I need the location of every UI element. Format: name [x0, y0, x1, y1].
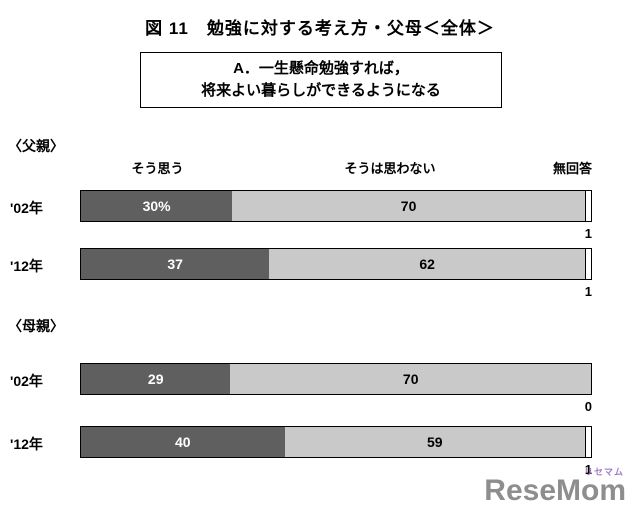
no-answer-value-father-02: 1	[584, 226, 592, 241]
year-label-father-12: '12年	[10, 258, 43, 274]
stacked-bar-mother-02: 29 70	[80, 363, 592, 395]
disagree-value-label: 70	[400, 198, 417, 214]
stacked-bar-father-02: 30% 70	[80, 190, 592, 222]
resemom-logo-ruby: リセマム	[583, 467, 624, 477]
segment-disagree: 59	[284, 427, 585, 457]
segment-no-answer	[584, 427, 591, 457]
segment-agree: 29	[81, 364, 231, 394]
stacked-bar-father-12: 37 62	[80, 248, 592, 280]
disagree-value-label: 62	[419, 256, 435, 272]
resemom-logo: リセマム ReseMom	[484, 467, 626, 508]
legend-agree: そう思う	[131, 161, 184, 176]
agree-value-label: 29	[147, 371, 164, 387]
no-answer-value-mother-12: 1	[584, 462, 592, 477]
segment-agree: 40	[81, 427, 285, 457]
segment-no-answer	[584, 249, 591, 279]
legend-disagree: そうは思わない	[344, 161, 436, 176]
legend-no-answer: 無回答	[552, 161, 592, 176]
group-label-mother: 〈母親〉	[8, 318, 64, 334]
segment-agree: 30%	[81, 191, 233, 221]
statement-box: A．一生懸命勉強すれば， 将来よい暮らしができるようになる	[140, 52, 502, 108]
year-label-mother-02: '02年	[10, 373, 43, 389]
segment-disagree: 70	[232, 191, 585, 221]
disagree-value-label: 70	[402, 371, 419, 387]
group-label-father: 〈父親〉	[8, 138, 64, 154]
year-label-father-02: '02年	[10, 200, 43, 216]
agree-value-label: 30%	[142, 198, 171, 214]
statement-line-1: A．一生懸命勉強すれば，	[233, 60, 409, 77]
segment-agree: 37	[81, 249, 270, 279]
resemom-logo-text: ReseMom	[484, 474, 626, 507]
no-answer-value-mother-02: 0	[584, 399, 592, 414]
disagree-value-label: 59	[426, 434, 443, 450]
segment-disagree: 62	[269, 249, 585, 279]
statement-line-2: 将来よい暮らしができるようになる	[201, 81, 441, 99]
agree-value-label: 37	[167, 256, 183, 272]
segment-no-answer	[584, 191, 591, 221]
no-answer-value-father-12: 1	[584, 284, 592, 299]
chart-title: 図 11 勉強に対する考え方・父母＜全体＞	[145, 19, 495, 38]
year-label-mother-12: '12年	[10, 436, 43, 452]
stacked-bar-mother-12: 40 59	[80, 426, 592, 458]
agree-value-label: 40	[175, 434, 191, 450]
segment-disagree: 70	[230, 364, 591, 394]
